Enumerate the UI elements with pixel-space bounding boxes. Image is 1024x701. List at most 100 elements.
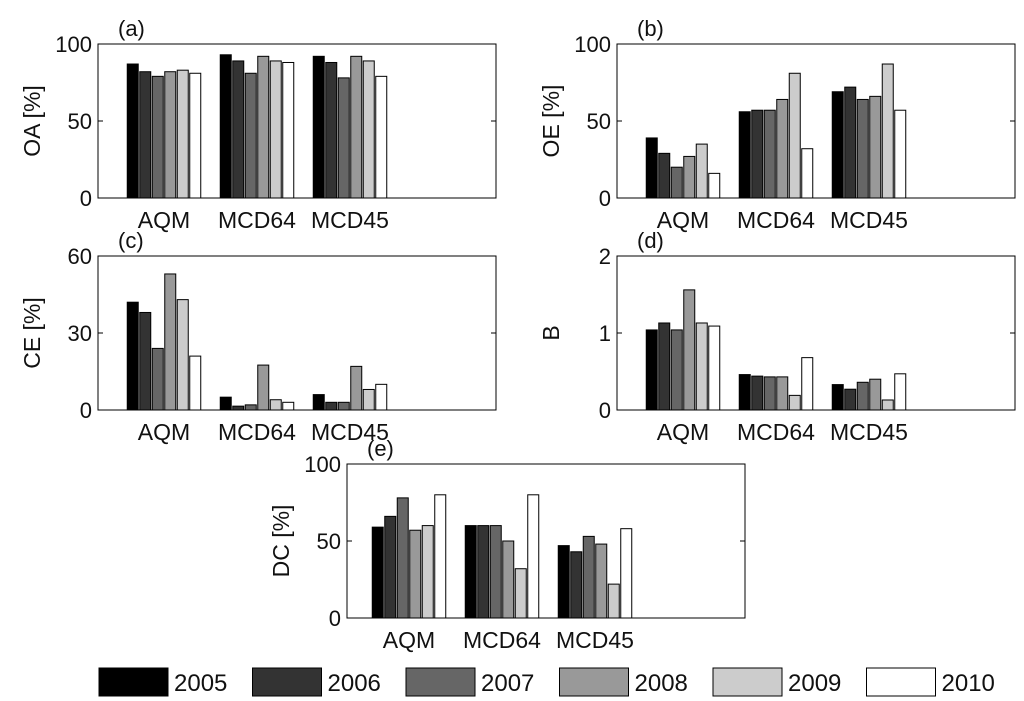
bar-aqm-2009 bbox=[176, 299, 189, 411]
bar-mcd45-2010 bbox=[375, 383, 388, 411]
y-tick-label: 100 bbox=[304, 452, 341, 477]
bar-mcd64-2010 bbox=[527, 494, 540, 619]
bar-mcd64-2008 bbox=[776, 98, 789, 199]
bar-mcd64-2010 bbox=[282, 61, 295, 199]
y-axis-label: CE [%] bbox=[19, 297, 45, 369]
bar-mcd64-2009 bbox=[788, 394, 801, 411]
bar-mcd45-2008 bbox=[350, 365, 363, 411]
bar-aqm-2005 bbox=[645, 137, 658, 199]
panel-label: (c) bbox=[118, 228, 144, 253]
bar-mcd64-2007 bbox=[763, 109, 776, 199]
panel-a: 0 50 100 OA [%] (a) AQM MCD64 MCD45 bbox=[19, 16, 497, 233]
bar-mcd64-2007 bbox=[244, 404, 257, 411]
bar-aqm-2006 bbox=[658, 322, 671, 411]
bar-mcd64-2005 bbox=[738, 111, 751, 199]
bar-aqm-2010 bbox=[434, 494, 447, 619]
bar-mcd45-2006 bbox=[325, 61, 338, 199]
y-tick-label: 100 bbox=[574, 32, 611, 57]
bar-aqm-2010 bbox=[189, 72, 202, 199]
legend-label: 2010 bbox=[942, 670, 995, 697]
bar-mcd45-2007 bbox=[337, 77, 350, 199]
bar-mcd45-2008 bbox=[869, 95, 882, 199]
x-tick-label: AQM bbox=[657, 419, 709, 445]
panel-label: (b) bbox=[637, 16, 664, 41]
bar-aqm-2007 bbox=[670, 329, 683, 411]
y-tick-label: 50 bbox=[68, 109, 92, 134]
legend-label: 2007 bbox=[481, 670, 534, 697]
bar-mcd64-2008 bbox=[502, 540, 515, 619]
bar-mcd45-2007 bbox=[856, 98, 869, 199]
bar-mcd45-2006 bbox=[844, 388, 857, 411]
bar-mcd45-2007 bbox=[856, 381, 869, 411]
bar-aqm-2007 bbox=[396, 497, 409, 619]
bar-mcd64-2005 bbox=[219, 54, 232, 199]
bar-mcd64-2007 bbox=[763, 376, 776, 411]
bar-mcd64-2008 bbox=[776, 376, 789, 411]
bar-mcd64-2005 bbox=[464, 525, 477, 619]
bar-aqm-2009 bbox=[695, 143, 708, 199]
bar-mcd45-2005 bbox=[831, 91, 844, 199]
x-tick-label: MCD64 bbox=[463, 627, 541, 653]
x-tick-label: MCD45 bbox=[830, 419, 908, 445]
bar-mcd45-2009 bbox=[362, 388, 375, 411]
panel-d: 0 1 2 B (d) AQM MCD64 MCD45 bbox=[538, 228, 1016, 445]
bar-aqm-2008 bbox=[164, 273, 177, 411]
bar-mcd45-2008 bbox=[595, 543, 608, 619]
bar-aqm-2010 bbox=[708, 325, 721, 411]
bar-mcd64-2009 bbox=[514, 568, 527, 619]
bar-aqm-2008 bbox=[683, 289, 696, 411]
legend-label: 2006 bbox=[328, 670, 381, 697]
bar-aqm-2005 bbox=[645, 329, 658, 411]
bar-mcd45-2009 bbox=[362, 60, 375, 199]
bar-mcd45-2008 bbox=[350, 55, 363, 199]
panel-label: (a) bbox=[118, 16, 145, 41]
legend-swatch-2006 bbox=[252, 667, 322, 697]
y-tick-label: 0 bbox=[80, 186, 92, 211]
x-tick-label: MCD64 bbox=[737, 207, 815, 233]
y-tick-label: 100 bbox=[55, 32, 92, 57]
bar-aqm-2008 bbox=[164, 71, 177, 199]
bar-mcd45-2007 bbox=[582, 535, 595, 619]
bar-aqm-2007 bbox=[151, 347, 164, 411]
x-tick-label: MCD64 bbox=[737, 419, 815, 445]
bar-aqm-2005 bbox=[126, 63, 139, 199]
bar-mcd45-2006 bbox=[844, 86, 857, 199]
bar-aqm-2010 bbox=[708, 172, 721, 199]
bar-mcd64-2006 bbox=[232, 60, 245, 199]
bar-mcd45-2007 bbox=[337, 401, 350, 411]
bar-mcd64-2009 bbox=[269, 399, 282, 411]
bar-aqm-2008 bbox=[683, 155, 696, 199]
legend-swatch-2010 bbox=[866, 667, 936, 697]
bar-aqm-2007 bbox=[151, 75, 164, 199]
y-axis-label: OE [%] bbox=[538, 85, 564, 158]
bar-mcd64-2007 bbox=[244, 72, 257, 199]
bar-aqm-2009 bbox=[421, 525, 434, 619]
bar-mcd64-2006 bbox=[477, 525, 490, 619]
x-tick-label: MCD45 bbox=[556, 627, 634, 653]
bar-aqm-2009 bbox=[176, 69, 189, 199]
bar-mcd64-2009 bbox=[788, 72, 801, 199]
x-tick-label: MCD64 bbox=[218, 207, 296, 233]
bar-mcd64-2006 bbox=[232, 405, 245, 411]
bar-mcd64-2005 bbox=[738, 374, 751, 411]
bar-aqm-2006 bbox=[139, 71, 152, 199]
bar-mcd45-2005 bbox=[831, 384, 844, 411]
bar-mcd64-2006 bbox=[751, 109, 764, 199]
bar-mcd45-2005 bbox=[312, 55, 325, 199]
bar-mcd45-2006 bbox=[570, 551, 583, 619]
x-tick-label: AQM bbox=[657, 207, 709, 233]
y-tick-label: 0 bbox=[80, 398, 92, 423]
bar-mcd45-2010 bbox=[375, 75, 388, 199]
panel-label: (e) bbox=[367, 436, 394, 461]
legend-swatch-2008 bbox=[559, 667, 629, 697]
y-tick-label: 0 bbox=[599, 186, 611, 211]
panel-e: 0 50 100 DC [%] (e) AQM MCD64 MCD45 bbox=[268, 436, 746, 653]
bar-mcd45-2009 bbox=[881, 399, 894, 411]
bar-mcd45-2009 bbox=[607, 583, 620, 619]
y-tick-label: 50 bbox=[587, 109, 611, 134]
bar-aqm-2008 bbox=[409, 529, 422, 619]
y-axis-label: OA [%] bbox=[19, 85, 45, 157]
bar-mcd64-2010 bbox=[801, 357, 814, 411]
bar-aqm-2006 bbox=[139, 311, 152, 411]
